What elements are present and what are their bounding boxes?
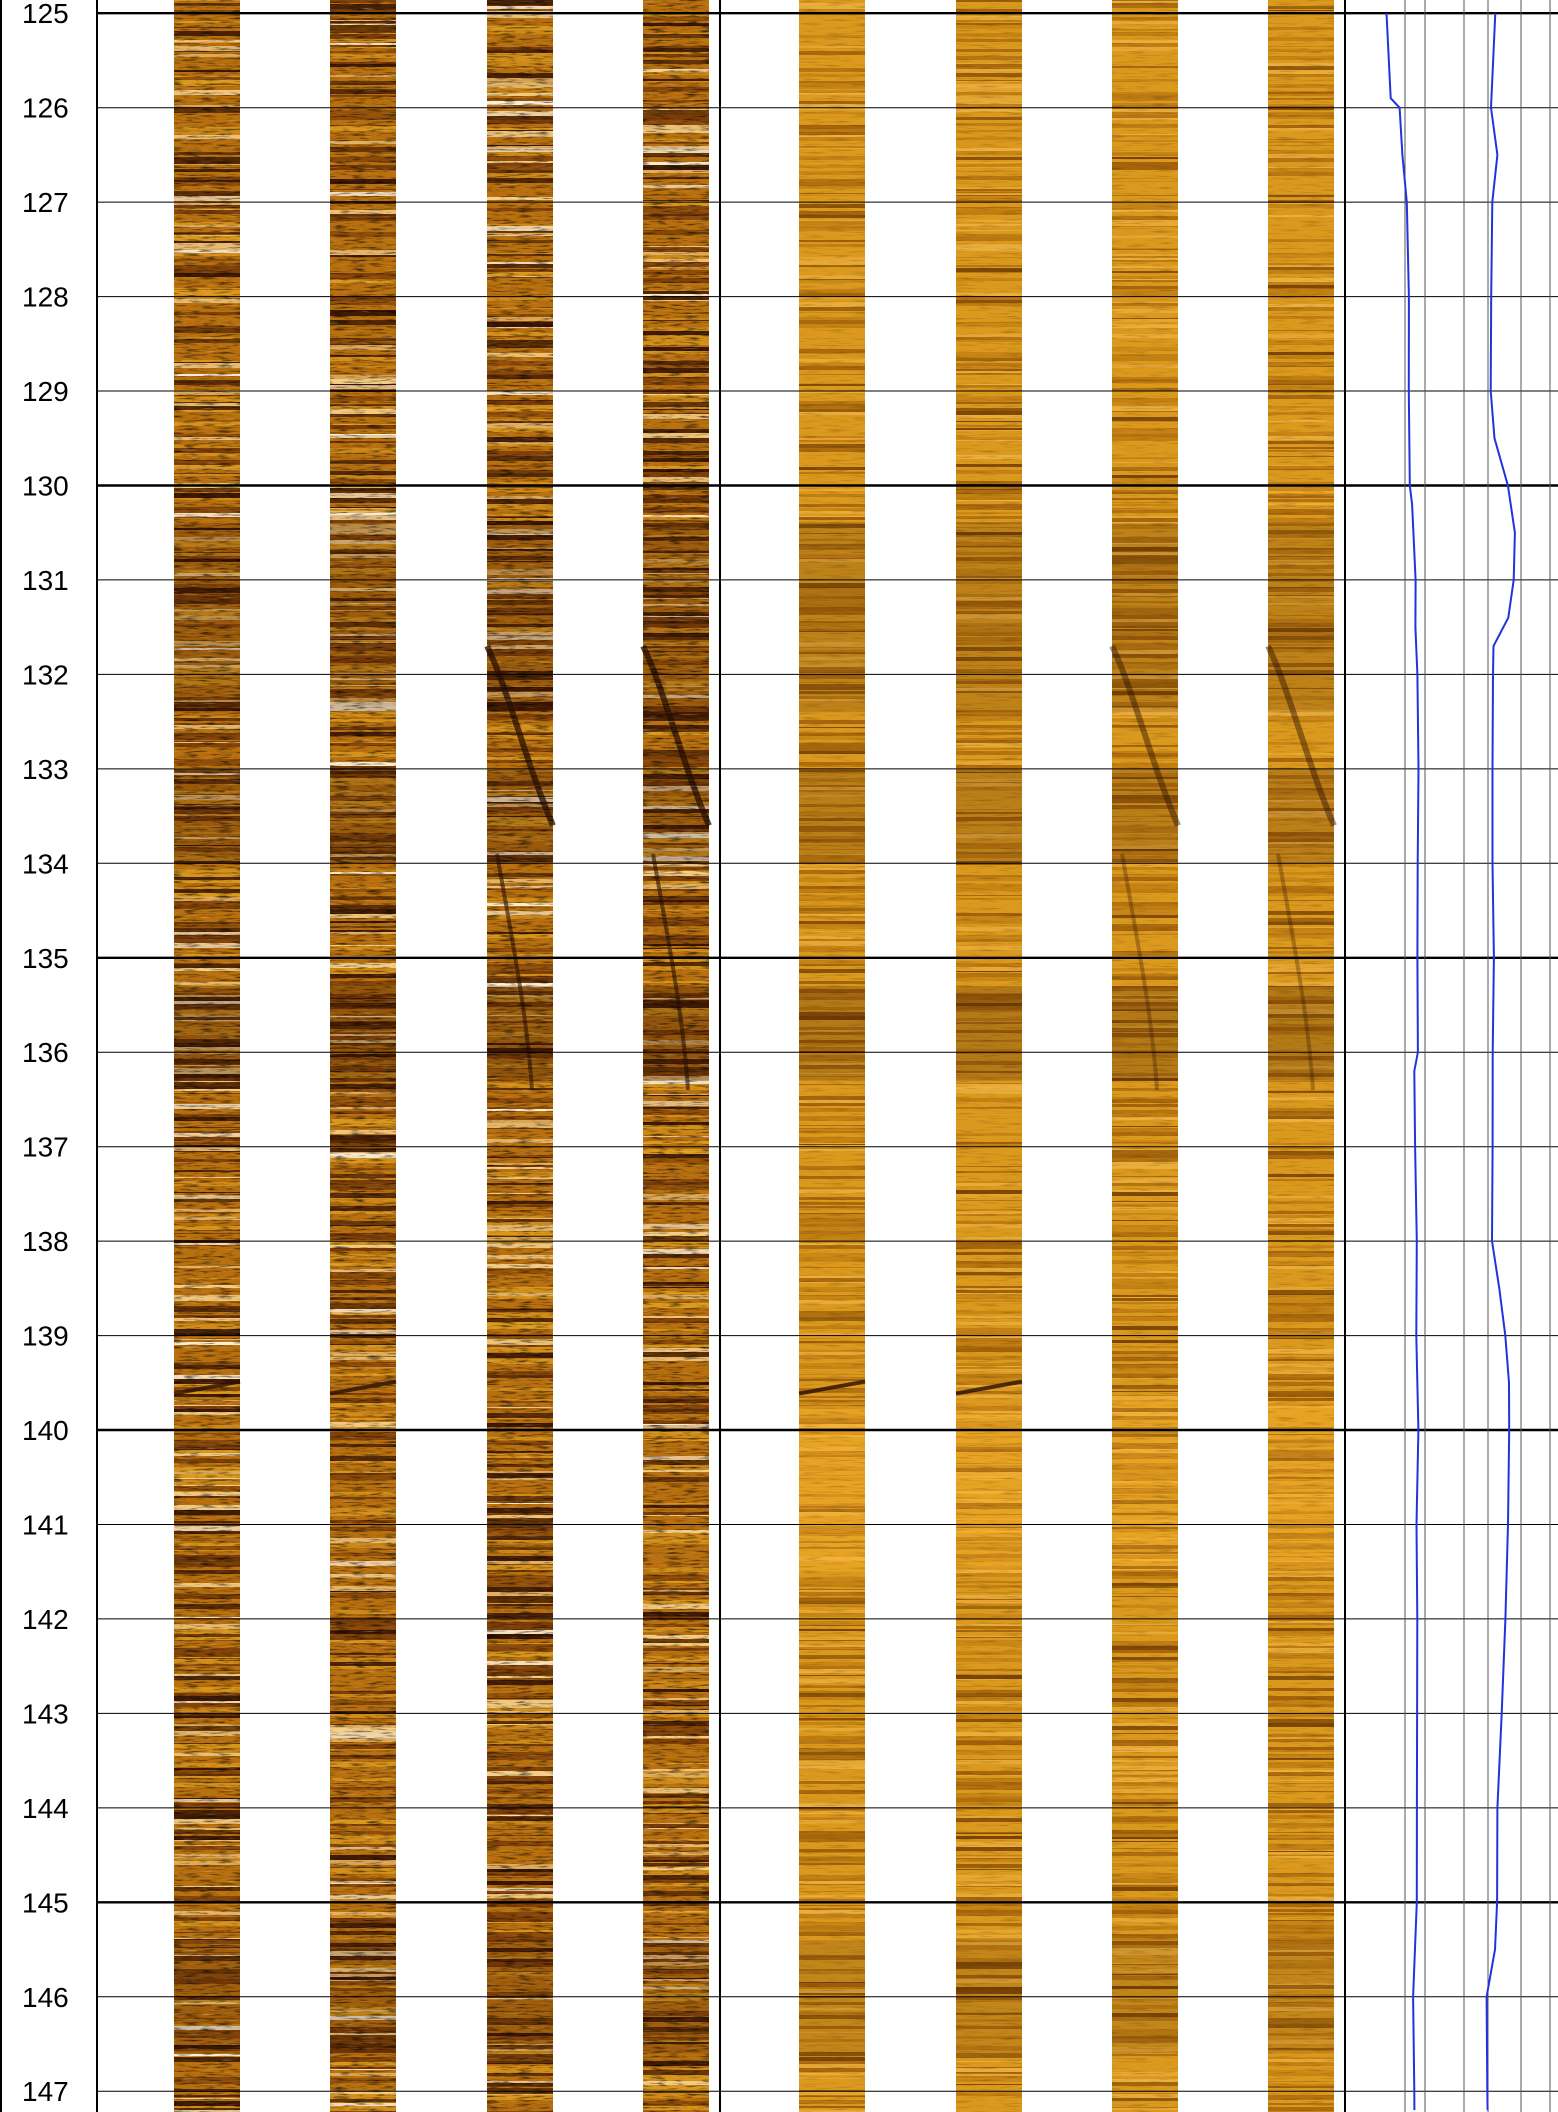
depth-label-127: 127 xyxy=(22,187,69,218)
depth-label-141: 141 xyxy=(22,1510,69,1541)
depth-label-145: 145 xyxy=(22,1887,69,1918)
depth-label-131: 131 xyxy=(22,565,69,596)
depth-label-134: 134 xyxy=(22,848,69,879)
depth-label-126: 126 xyxy=(22,93,69,124)
track-borders xyxy=(0,0,1346,2112)
depth-label-144: 144 xyxy=(22,1793,69,1824)
depth-labels: 125 126 127 128 129 130 131 132 133 134 135 136 137 1… xyxy=(22,0,69,2107)
depth-label-138: 138 xyxy=(22,1226,69,1257)
dynamic-image-strip-1 xyxy=(173,0,241,2112)
depth-label-130: 130 xyxy=(22,471,69,502)
depth-gridlines xyxy=(97,11,1558,2092)
dynamic-image-strip-4 xyxy=(640,0,712,2112)
curve-line-1 xyxy=(1385,13,1420,2111)
curve-line-2 xyxy=(1485,13,1516,2111)
depth-label-136: 136 xyxy=(22,1037,69,1068)
depth-label-128: 128 xyxy=(22,282,69,313)
static-image-strip-2 xyxy=(955,0,1023,2112)
depth-label-137: 137 xyxy=(22,1132,69,1163)
depth-label-140: 140 xyxy=(22,1415,69,1446)
image-strips xyxy=(173,0,1337,2112)
depth-label-146: 146 xyxy=(22,1982,69,2013)
depth-label-125: 125 xyxy=(22,0,69,29)
depth-label-135: 135 xyxy=(22,943,69,974)
static-image-strip-3 xyxy=(1109,0,1181,2112)
depth-label-129: 129 xyxy=(22,376,69,407)
static-image-strip-4 xyxy=(1265,0,1337,2112)
dynamic-image-strip-2 xyxy=(329,0,397,2112)
depth-label-147: 147 xyxy=(22,2076,69,2107)
dynamic-image-strip-3 xyxy=(484,0,556,2112)
depth-label-143: 143 xyxy=(22,1698,69,1729)
depth-label-133: 133 xyxy=(22,754,69,785)
static-image-strip-1 xyxy=(798,0,866,2112)
curve-track xyxy=(1385,0,1551,2112)
depth-label-132: 132 xyxy=(22,659,69,690)
depth-label-142: 142 xyxy=(22,1604,69,1635)
depth-label-139: 139 xyxy=(22,1321,69,1352)
